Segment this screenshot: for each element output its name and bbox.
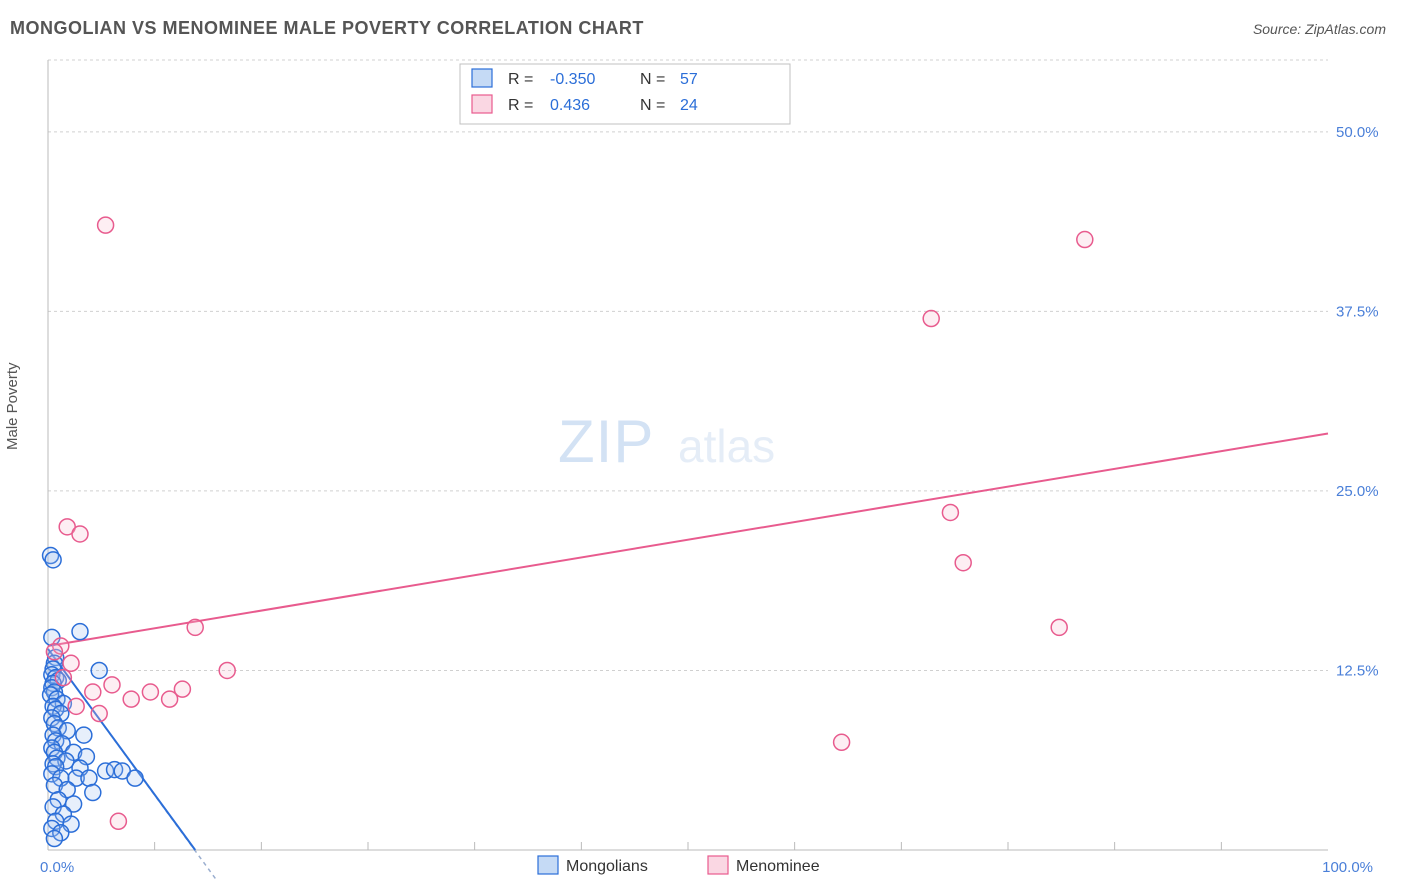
- y-axis-label: Male Poverty: [4, 362, 21, 450]
- scatter-point: [127, 770, 143, 786]
- svg-text:0.0%: 0.0%: [40, 859, 74, 876]
- svg-text:R =: R =: [508, 71, 533, 88]
- scatter-point: [85, 684, 101, 700]
- scatter-point: [91, 706, 107, 722]
- svg-text:ZIP: ZIP: [558, 408, 654, 475]
- svg-text:R =: R =: [508, 97, 533, 114]
- scatter-point: [123, 691, 139, 707]
- chart-header: MONGOLIAN VS MENOMINEE MALE POVERTY CORR…: [10, 18, 1386, 39]
- scatter-plot: 12.5% 25.0% 37.5% 50.0% 0.0% 100.0% ZIP atlas R …: [10, 50, 1396, 880]
- scatter-point: [942, 504, 958, 520]
- legend-label: Menominee: [736, 858, 820, 875]
- legend-label: Mongolians: [566, 858, 648, 875]
- scatter-point: [91, 662, 107, 678]
- svg-text:12.5%: 12.5%: [1336, 662, 1379, 679]
- scatter-point: [110, 813, 126, 829]
- scatter-point: [1077, 232, 1093, 248]
- scatter-point: [104, 677, 120, 693]
- scatter-point: [63, 655, 79, 671]
- scatter-point: [76, 727, 92, 743]
- scatter-point: [72, 624, 88, 640]
- scatter-point: [142, 684, 158, 700]
- svg-text:100.0%: 100.0%: [1322, 859, 1373, 876]
- scatter-point: [55, 670, 71, 686]
- scatter-point: [45, 552, 61, 568]
- source-name: ZipAtlas.com: [1305, 21, 1386, 37]
- svg-text:50.0%: 50.0%: [1336, 124, 1379, 141]
- scatter-point: [46, 831, 62, 847]
- scatter-point: [174, 681, 190, 697]
- svg-text:N =: N =: [640, 97, 665, 114]
- scatter-point: [85, 785, 101, 801]
- source-label: Source:: [1253, 21, 1301, 37]
- svg-text:24: 24: [680, 97, 698, 114]
- svg-text:57: 57: [680, 71, 698, 88]
- svg-text:0.436: 0.436: [550, 97, 590, 114]
- scatter-point: [955, 555, 971, 571]
- svg-text:N =: N =: [640, 71, 665, 88]
- scatter-point: [1051, 619, 1067, 635]
- scatter-point: [834, 734, 850, 750]
- scatter-point: [923, 311, 939, 327]
- source-attribution: Source: ZipAtlas.com: [1253, 21, 1386, 37]
- legend-swatch: [708, 856, 728, 874]
- scatter-point: [98, 217, 114, 233]
- scatter-point: [187, 619, 203, 635]
- svg-text:-0.350: -0.350: [550, 71, 595, 88]
- scatter-point: [46, 644, 62, 660]
- scatter-point: [72, 526, 88, 542]
- svg-text:25.0%: 25.0%: [1336, 483, 1379, 500]
- legend-swatch: [538, 856, 558, 874]
- svg-text:atlas: atlas: [678, 420, 775, 472]
- scatter-point: [68, 698, 84, 714]
- svg-text:37.5%: 37.5%: [1336, 303, 1379, 320]
- chart-container: Male Poverty 12.5%25.0%37.5%50.0%0.0%100…: [10, 50, 1396, 880]
- scatter-point: [219, 662, 235, 678]
- chart-title: MONGOLIAN VS MENOMINEE MALE POVERTY CORR…: [10, 18, 644, 39]
- scatter-point: [81, 770, 97, 786]
